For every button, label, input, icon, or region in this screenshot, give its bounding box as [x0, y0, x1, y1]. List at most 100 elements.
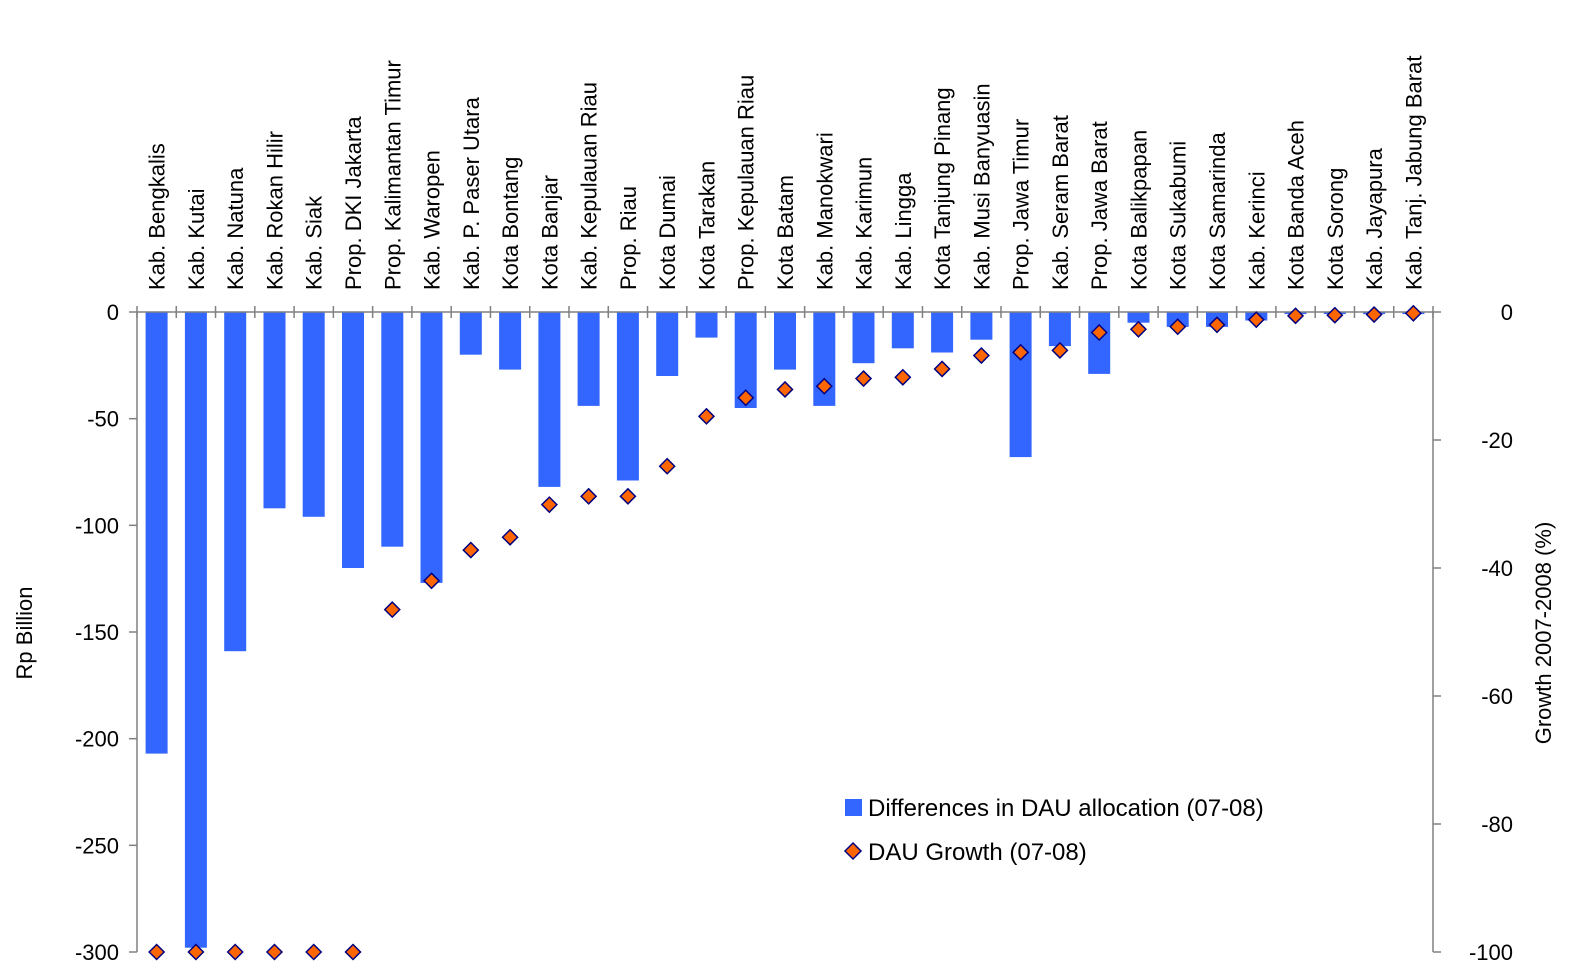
bar-12 [616, 312, 639, 481]
growth-point-17 [815, 377, 833, 395]
category-label: Kab. P. Paser Utara [459, 96, 484, 290]
legend-bar-swatch [845, 799, 862, 816]
y2-tick-label: -40 [1481, 556, 1513, 581]
growth-point-24 [1090, 323, 1108, 342]
growth-point-20 [933, 360, 951, 378]
category-label: Kab. Lingga [891, 172, 916, 290]
growth-point-6 [383, 601, 401, 619]
y2-tick-label: -20 [1481, 428, 1513, 453]
bar-8 [459, 312, 482, 355]
growth-point-14 [697, 407, 716, 425]
category-label: Kab. Rokan Hilir [263, 131, 288, 290]
bar-0 [145, 312, 168, 754]
category-label: Prop. Kepulauan Riau [734, 75, 759, 290]
legend-diamond-marker [843, 841, 863, 861]
growth-point-21 [972, 346, 990, 365]
growth-point-15 [737, 389, 755, 407]
y2-tick-label: -60 [1481, 684, 1513, 709]
scatter-series [148, 304, 1422, 961]
growth-point-27 [1208, 316, 1226, 334]
growth-point-25 [1129, 320, 1148, 338]
left-axis-ticks: 0 -50 -100 -150 -200 -250 -300 [75, 300, 137, 965]
category-label: Kota Tarakan [695, 161, 720, 290]
y-tick-label: -100 [75, 513, 119, 538]
growth-point-3 [265, 943, 284, 961]
bar-2 [224, 312, 247, 652]
bar-11 [577, 312, 600, 406]
growth-point-4 [305, 943, 323, 961]
growth-point-8 [462, 541, 480, 559]
category-label: Kota Tanjung Pinang [930, 87, 955, 290]
growth-point-2 [226, 943, 244, 961]
y2-tick-label: -80 [1481, 812, 1513, 837]
category-label: Kab. Manokwari [812, 132, 837, 290]
y-tick-label: -200 [75, 727, 119, 752]
y-axis-title: Rp Billion [12, 587, 37, 680]
y2-tick-label: -100 [1469, 940, 1513, 965]
category-label: Kab. Waropen [420, 150, 445, 290]
category-label: Kota Balikpapan [1127, 130, 1152, 290]
category-label: Prop. Jawa Barat [1087, 121, 1112, 290]
bar-10 [538, 312, 561, 487]
growth-point-19 [894, 368, 912, 386]
right-axis-ticks: 0 -20 -40 -60 -80 -100 [1433, 300, 1513, 965]
growth-point-7 [422, 572, 441, 590]
category-label: Kota Bontang [498, 157, 523, 290]
bar-18 [852, 312, 875, 364]
growth-point-9 [501, 528, 519, 546]
category-label: Prop. DKI Jakarta [341, 116, 366, 290]
bar-9 [499, 312, 522, 370]
growth-point-23 [1051, 341, 1069, 359]
growth-point-32 [1404, 304, 1422, 322]
category-label: Kota Sorong [1323, 168, 1348, 290]
legend-growth-label: DAU Growth (07-08) [868, 839, 1087, 866]
y-tick-label: -300 [75, 940, 119, 965]
category-label: Kab. Siak [302, 195, 327, 290]
category-label: Kab. Natuna [223, 167, 248, 290]
bar-6 [381, 312, 404, 547]
category-label: Kota Dumai [655, 175, 680, 290]
category-label: Kota Samarinda [1205, 131, 1230, 290]
category-label: Kab. Karimun [852, 157, 877, 290]
growth-point-13 [658, 457, 676, 475]
legend: Differences in DAU allocation (07-08) DA… [843, 795, 1264, 866]
bar-3 [263, 312, 286, 509]
bar-4 [302, 312, 325, 517]
y-tick-label: 0 [107, 300, 119, 325]
bar-22 [1009, 312, 1032, 458]
bar-20 [931, 312, 954, 353]
growth-point-1 [187, 943, 205, 961]
growth-point-18 [854, 369, 873, 388]
bar-5 [342, 312, 364, 568]
growth-point-11 [580, 487, 598, 505]
category-label: Prop. Kalimantan Timur [380, 60, 405, 290]
growth-point-12 [619, 487, 637, 505]
bar-25 [1127, 312, 1150, 323]
y-tick-label: -50 [87, 407, 119, 432]
bar-24 [1088, 312, 1111, 374]
growth-point-30 [1326, 306, 1344, 324]
category-label: Prop. Riau [616, 186, 641, 290]
bar-13 [656, 312, 679, 376]
growth-point-5 [344, 943, 362, 961]
axes [136, 311, 1434, 952]
growth-point-28 [1247, 311, 1265, 329]
category-label: Kab. Kepulauan Riau [577, 82, 602, 290]
bar-15 [734, 312, 757, 408]
growth-point-10 [540, 496, 558, 514]
y2-tick-label: 0 [1501, 300, 1513, 325]
x-ticks [136, 306, 1434, 318]
category-label: Kab. Jayapura [1362, 147, 1387, 290]
category-label: Kab. Kerinci [1244, 171, 1269, 290]
legend-bar-label: Differences in DAU allocation (07-08) [868, 795, 1264, 822]
y-tick-label: -150 [75, 620, 119, 645]
category-label: Kab. Musi Banyuasin [969, 83, 994, 290]
y-tick-label: -250 [75, 833, 119, 858]
category-label: Kab. Tanj. Jabung Barat [1401, 56, 1426, 290]
bar-21 [970, 312, 993, 340]
bar-7 [420, 312, 443, 583]
growth-point-29 [1286, 307, 1305, 325]
category-label: Kab. Kutai [184, 188, 209, 290]
category-label: Kota Batam [773, 175, 798, 290]
